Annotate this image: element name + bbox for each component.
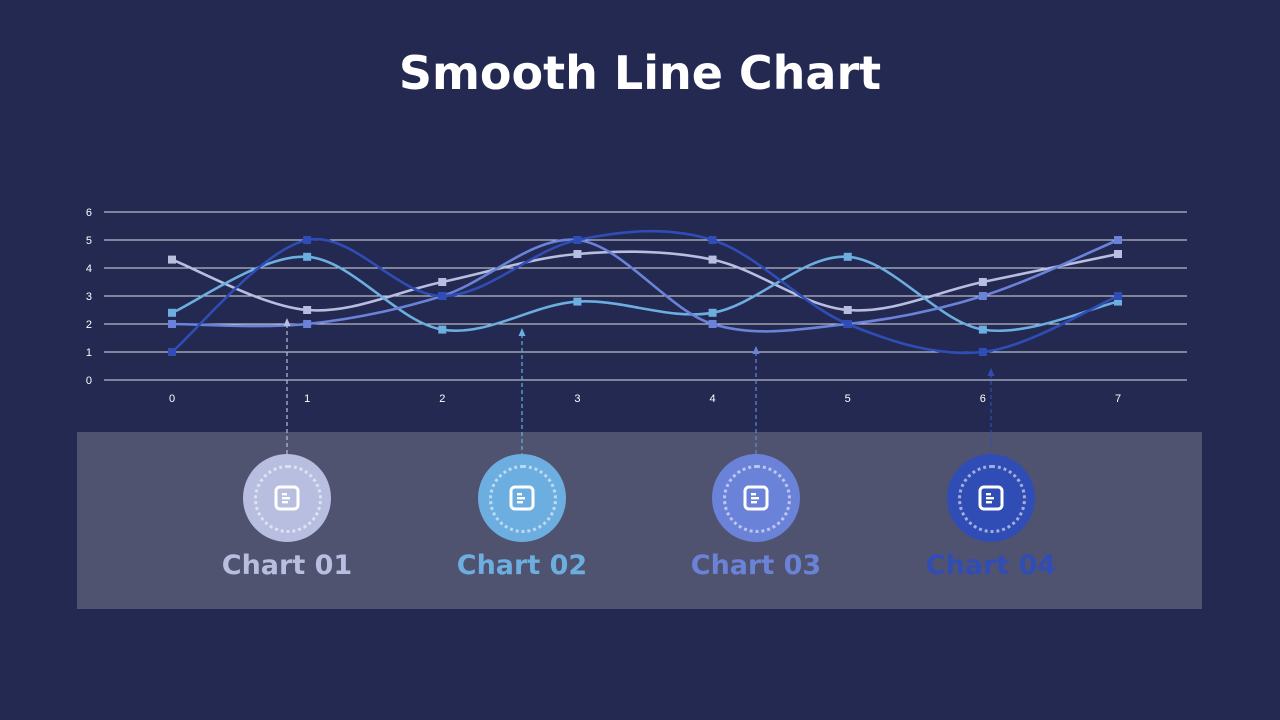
document-list-icon — [509, 485, 535, 511]
card-circle — [947, 454, 1035, 542]
card-chart-03[interactable]: Chart 03 — [656, 454, 856, 581]
card-label: Chart 04 — [925, 550, 1057, 581]
card-circle — [243, 454, 331, 542]
svg-text:7: 7 — [1115, 393, 1121, 405]
svg-text:2: 2 — [86, 319, 92, 331]
legend-panel: Chart 01 Chart 02 Chart 03 Chart 04 — [77, 432, 1202, 609]
card-chart-02[interactable]: Chart 02 — [422, 454, 622, 581]
smooth-line-chart: 0 1 2 3 4 5 6 0 1 2 3 4 5 6 7 — [86, 207, 1187, 405]
svg-text:5: 5 — [845, 393, 851, 405]
svg-text:6: 6 — [980, 393, 986, 405]
svg-text:0: 0 — [86, 375, 92, 387]
svg-text:1: 1 — [86, 347, 92, 359]
document-list-icon — [743, 485, 769, 511]
svg-text:3: 3 — [86, 291, 92, 303]
chart-series — [168, 229, 1122, 356]
svg-text:4: 4 — [86, 263, 92, 275]
svg-text:2: 2 — [439, 393, 445, 405]
svg-text:4: 4 — [710, 393, 716, 405]
svg-text:6: 6 — [86, 207, 92, 219]
page-title: Smooth Line Chart — [398, 46, 882, 100]
document-list-icon — [978, 485, 1004, 511]
document-list-icon — [274, 485, 300, 511]
card-label: Chart 01 — [221, 550, 353, 581]
card-label: Chart 02 — [456, 550, 588, 581]
svg-text:0: 0 — [169, 393, 175, 405]
y-axis-ticks: 0 1 2 3 4 5 6 — [86, 207, 92, 387]
card-chart-01[interactable]: Chart 01 — [187, 454, 387, 581]
svg-text:5: 5 — [86, 235, 92, 247]
card-chart-04[interactable]: Chart 04 — [891, 454, 1091, 581]
svg-text:3: 3 — [574, 393, 580, 405]
chart-grid — [104, 211, 1187, 381]
card-circle — [712, 454, 800, 542]
svg-text:1: 1 — [304, 393, 310, 405]
x-axis-ticks: 0 1 2 3 4 5 6 7 — [169, 393, 1121, 405]
card-circle — [478, 454, 566, 542]
card-label: Chart 03 — [690, 550, 822, 581]
